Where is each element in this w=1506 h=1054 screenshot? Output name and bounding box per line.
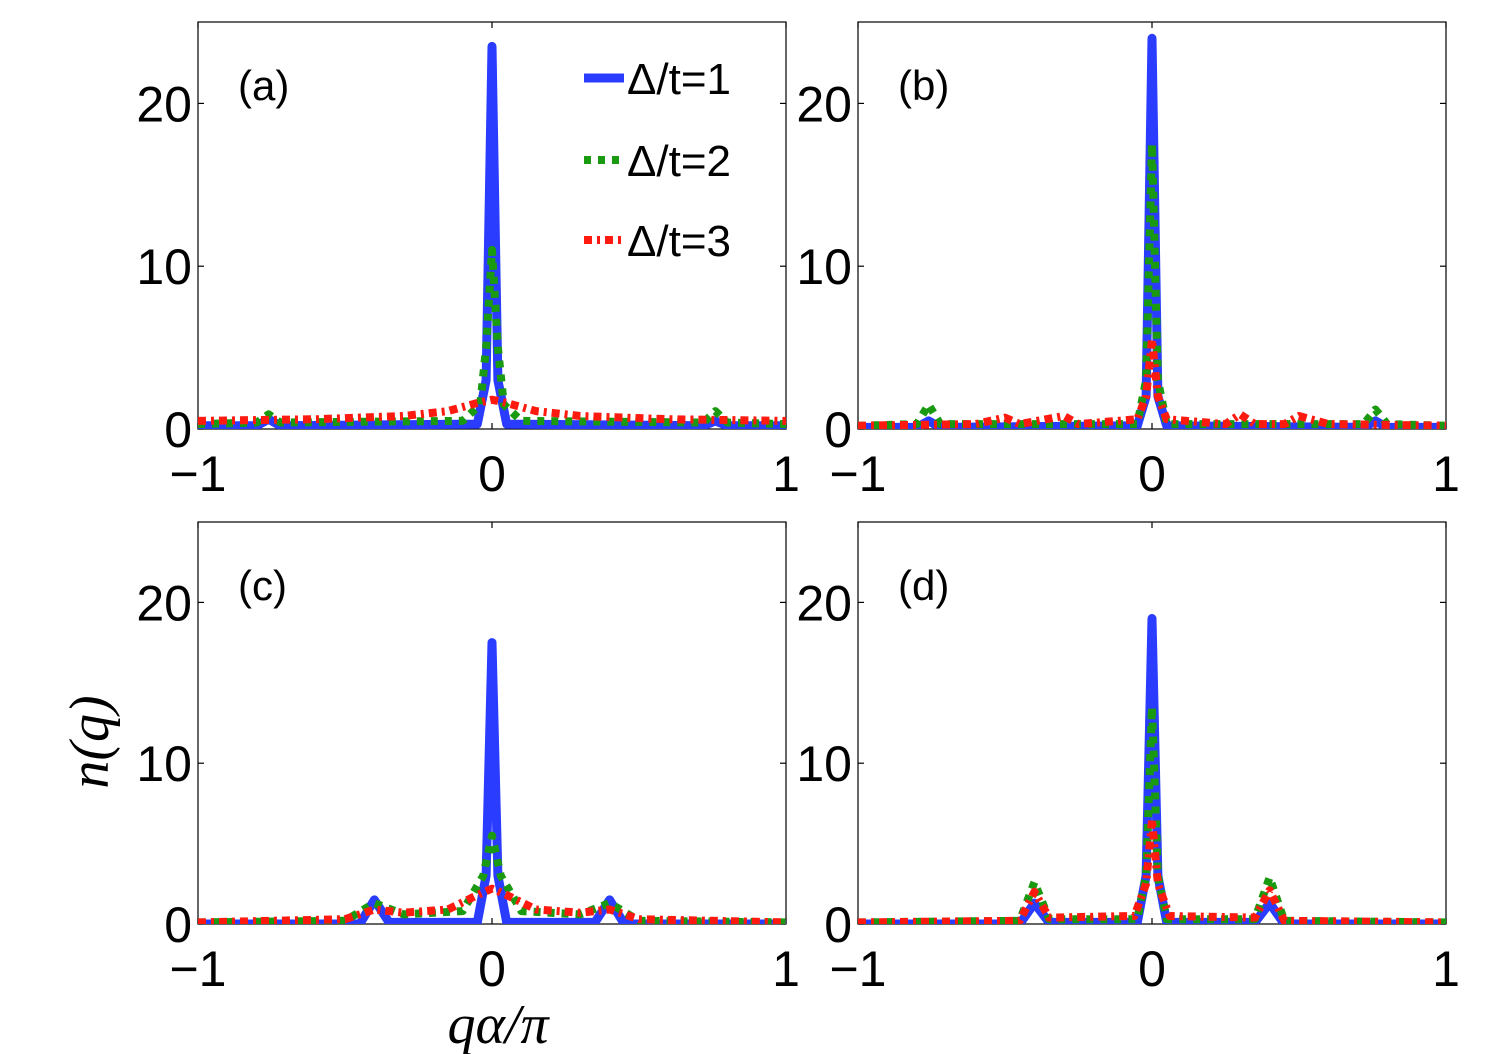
panel-label: (d) <box>898 562 949 609</box>
y-tick-label: 20 <box>136 76 192 132</box>
y-tick-label: 10 <box>136 239 192 295</box>
panel-label: (b) <box>898 62 949 109</box>
legend-label-1: Δ/t=1 <box>627 55 731 104</box>
x-tick-label: 1 <box>772 446 800 502</box>
y-tick-label: 10 <box>796 239 852 295</box>
x-tick-label: −1 <box>829 446 886 502</box>
y-tick-label: 0 <box>824 402 852 458</box>
series-line-3 <box>858 815 1446 924</box>
x-tick-label: 0 <box>478 446 506 502</box>
x-axis-label: qα/π <box>447 994 550 1054</box>
x-tick-label: 1 <box>772 941 800 997</box>
x-tick-label: 0 <box>1138 941 1166 997</box>
panel-label: (c) <box>238 562 287 609</box>
series-line-3 <box>198 884 786 924</box>
y-tick-label: 0 <box>164 897 192 953</box>
x-tick-label: 1 <box>1432 446 1460 502</box>
legend: Δ/t=1 Δ/t=2 Δ/t=3 <box>584 55 731 266</box>
series-line-2 <box>858 140 1446 429</box>
x-tick-label: 1 <box>1432 941 1460 997</box>
y-axis-label: n(q) <box>59 695 121 788</box>
y-tick-label: 10 <box>796 736 852 792</box>
x-tick-label: −1 <box>169 941 226 997</box>
x-tick-label: 0 <box>1138 446 1166 502</box>
legend-label-2: Δ/t=2 <box>627 137 731 186</box>
x-tick-label: 0 <box>478 941 506 997</box>
series-line-3 <box>858 335 1446 429</box>
y-tick-label: 20 <box>796 76 852 132</box>
series-line-2 <box>198 831 786 924</box>
y-tick-label: 0 <box>824 897 852 953</box>
panel-label: (a) <box>238 62 289 109</box>
series-line-3 <box>198 395 786 425</box>
series-line-1 <box>858 614 1446 924</box>
series-line-1 <box>198 638 786 924</box>
series-line-2 <box>858 702 1446 924</box>
series-line-2 <box>198 245 786 429</box>
y-tick-label: 20 <box>136 575 192 631</box>
y-tick-label: 0 <box>164 402 192 458</box>
y-tick-label: 10 <box>136 736 192 792</box>
x-tick-label: −1 <box>169 446 226 502</box>
y-tick-label: 20 <box>796 575 852 631</box>
x-tick-label: −1 <box>829 941 886 997</box>
legend-label-3: Δ/t=3 <box>627 217 731 266</box>
